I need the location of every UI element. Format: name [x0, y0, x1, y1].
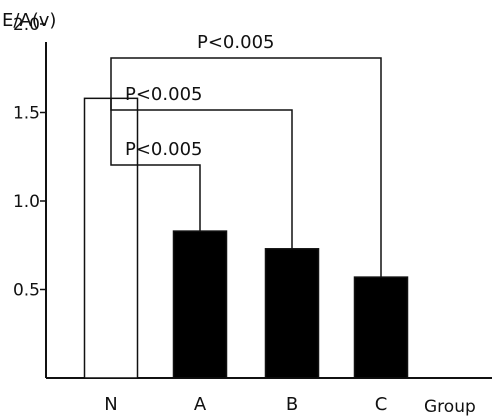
significance-brackets: [110, 57, 382, 278]
significance-label: P<0.005: [125, 84, 202, 105]
x-tick-label: N: [104, 394, 117, 415]
bar-a: [172, 230, 228, 379]
significance-bracket: [110, 98, 293, 249]
x-axis-label: Group: [424, 397, 476, 417]
y-tick-label: 1.0: [13, 192, 40, 212]
x-tick-label: C: [375, 394, 388, 415]
significance-label: P<0.005: [125, 139, 202, 160]
significance-label: P<0.005: [197, 32, 274, 53]
significance-bracket: [110, 98, 201, 232]
y-tick-label: 0.5: [13, 281, 40, 301]
labels: 0.5 1.0 1.5 2.0E/A(v) N A B C Group P<0.005 P<0.00…: [2, 10, 476, 417]
y-tick-label: 2.0: [13, 15, 40, 35]
y-axis-label: E/A(v): [2, 10, 56, 31]
significance-bracket: [110, 57, 382, 278]
y-tick-label: 1.5: [13, 104, 40, 124]
x-tick-label: A: [194, 394, 207, 415]
x-tick-label: B: [286, 394, 298, 415]
bar-b: [264, 248, 320, 379]
bar-c: [353, 276, 409, 379]
